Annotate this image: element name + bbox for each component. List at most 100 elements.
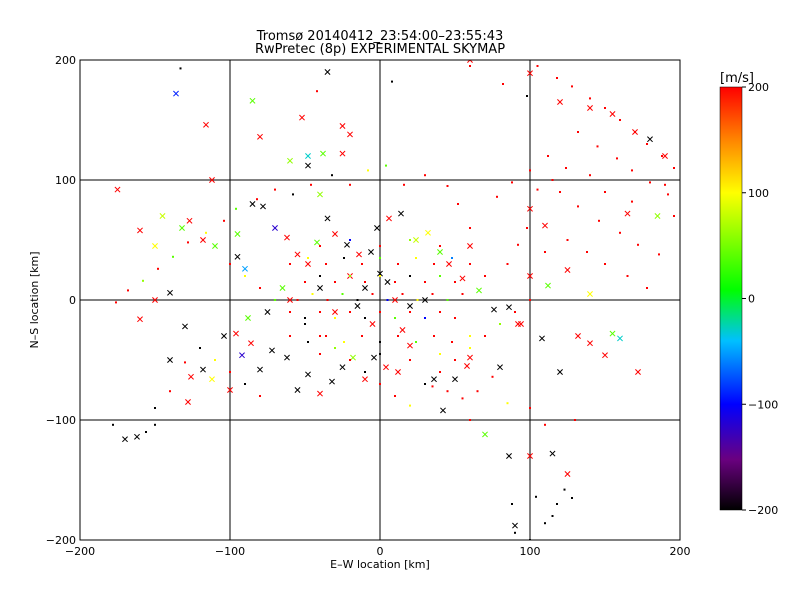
colorbar	[719, 86, 743, 511]
data-point-x	[249, 97, 256, 104]
x-axis-label: E–W location [km]	[330, 558, 430, 571]
data-point-x	[137, 316, 143, 323]
data-point-dot	[571, 497, 573, 499]
data-point-x	[137, 227, 143, 234]
data-point-x	[186, 217, 193, 224]
data-point-dot	[439, 353, 441, 355]
colorbar-label: [m/s]	[720, 71, 754, 86]
data-point-dot	[619, 119, 621, 121]
x-tick-label: 0	[377, 545, 384, 558]
data-point-x	[374, 225, 380, 231]
data-point-dot	[506, 402, 509, 405]
data-point-x	[264, 309, 271, 315]
data-point-x	[368, 249, 374, 255]
data-point-dot	[409, 359, 411, 361]
data-point-dot	[343, 257, 345, 259]
data-point-dot	[469, 263, 471, 265]
data-point-x	[527, 273, 533, 279]
data-point-dot	[172, 255, 174, 258]
data-point-dot	[334, 347, 336, 349]
data-point-x	[446, 261, 452, 267]
data-point-x	[452, 376, 458, 383]
data-point-dot	[307, 341, 309, 343]
data-point-dot	[469, 65, 471, 67]
x-tick-label: 100	[520, 545, 541, 558]
data-point-x	[314, 239, 320, 246]
data-point-dot	[604, 263, 606, 265]
data-point-dot	[431, 385, 434, 388]
data-point-dot	[371, 293, 374, 295]
grid-lines	[80, 60, 680, 540]
data-point-dot	[364, 317, 366, 319]
data-point-dot	[199, 347, 201, 349]
colorbar-tick-label: 100	[748, 187, 769, 200]
data-point-x	[369, 321, 376, 327]
data-point-dot	[451, 257, 453, 259]
data-point-x	[294, 251, 301, 258]
data-point-x	[587, 340, 593, 347]
data-point-dot	[457, 203, 459, 205]
data-point-dot	[535, 495, 537, 498]
data-point-x	[212, 243, 218, 249]
y-axis-ticks: −200 −100 0 100 200	[46, 54, 680, 547]
data-point-dot	[514, 311, 516, 313]
data-point-dot	[526, 95, 528, 97]
data-point-x	[339, 123, 346, 129]
data-point-dot	[454, 359, 456, 361]
data-point-dot	[397, 335, 399, 337]
data-point-dot	[536, 188, 539, 191]
data-point-dot	[673, 215, 675, 217]
data-point-dot	[529, 407, 531, 409]
data-point-dot	[334, 281, 336, 283]
data-point-dot	[274, 299, 276, 301]
data-point-x	[185, 399, 191, 405]
data-point-dot	[157, 267, 159, 270]
data-point-dot	[385, 164, 387, 167]
colorbar-tick-label: −100	[748, 398, 778, 411]
data-point-dot	[394, 317, 396, 319]
data-point-dot	[637, 243, 639, 246]
data-point-x	[152, 243, 158, 249]
data-point-dot	[349, 275, 351, 277]
data-point-dot	[469, 227, 471, 229]
data-point-x	[425, 229, 431, 236]
colorbar-ticks: 200 100 0 −100 −200	[742, 81, 778, 517]
data-point-dot	[626, 275, 629, 277]
data-point-x	[527, 70, 533, 77]
data-point-x	[272, 225, 278, 231]
data-point-dot	[424, 383, 426, 385]
data-point-x	[239, 352, 245, 359]
data-point-x	[476, 287, 482, 294]
data-point-dot	[616, 157, 618, 160]
data-point-dot	[574, 419, 576, 421]
data-point-dot	[307, 257, 309, 259]
data-point-x	[134, 433, 140, 440]
data-point-x	[482, 431, 488, 438]
data-point-dot	[394, 395, 396, 397]
x-tick-label: 200	[670, 545, 691, 558]
data-point-dot	[142, 279, 144, 282]
data-point-x	[233, 330, 239, 337]
data-point-dot	[424, 281, 426, 283]
data-point-x	[257, 133, 263, 140]
data-point-dot	[529, 169, 531, 172]
data-point-dot	[415, 341, 417, 343]
data-point-x	[249, 201, 256, 207]
data-point-dot	[304, 281, 306, 283]
data-point-x	[413, 237, 419, 243]
data-point-x	[662, 153, 668, 159]
data-point-dot	[326, 299, 329, 301]
data-point-dot	[154, 407, 156, 409]
data-point-dot	[667, 193, 669, 196]
data-points	[112, 60, 675, 540]
data-point-dot	[386, 299, 389, 301]
data-point-dot	[367, 169, 369, 172]
data-point-dot	[364, 281, 366, 283]
data-point-x	[539, 335, 545, 342]
data-point-x	[564, 471, 571, 477]
data-point-dot	[205, 231, 207, 234]
data-point-dot	[361, 335, 363, 337]
data-point-dot	[415, 257, 417, 259]
data-point-dot	[184, 361, 186, 364]
